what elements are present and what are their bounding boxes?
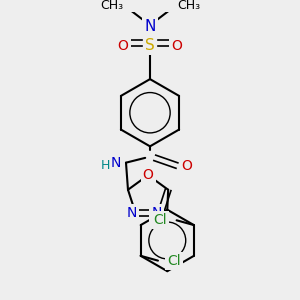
Text: S: S [145,38,155,53]
Text: Cl: Cl [168,254,181,268]
Text: O: O [118,38,128,52]
Text: Cl: Cl [153,213,167,227]
Text: N: N [152,206,162,220]
Text: O: O [172,38,182,52]
Text: O: O [181,158,192,172]
Text: CH₃: CH₃ [177,0,200,12]
Text: N: N [127,206,137,220]
Text: CH₃: CH₃ [100,0,123,12]
Text: N: N [111,156,121,170]
Text: H: H [100,159,110,172]
Text: N: N [144,19,156,34]
Text: O: O [142,168,154,182]
